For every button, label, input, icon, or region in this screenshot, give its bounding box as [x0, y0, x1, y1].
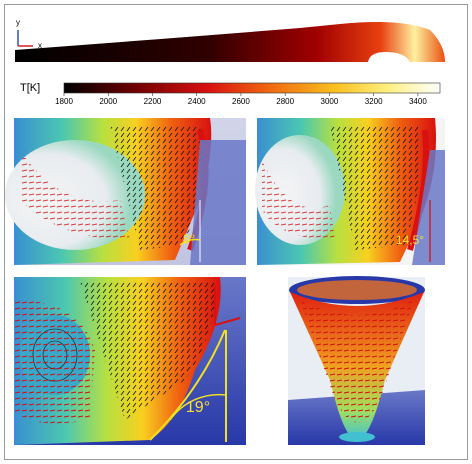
colorbar-tick-label: 2000: [99, 97, 117, 106]
panel-2: 14,5°: [255, 118, 445, 265]
axis-y-label: y: [16, 18, 20, 27]
colorbar-tick-label: 2400: [188, 97, 206, 106]
panel-4: [288, 276, 425, 445]
axis-x-label: x: [38, 41, 42, 50]
colorbar-tick-label: 3000: [321, 97, 339, 106]
colorbar-tick-label: 3200: [365, 97, 383, 106]
colorbar-tick-label: 2600: [232, 97, 250, 106]
colorbar: 1800 2000 2200 2400 2600 2800 3000 3200 3400: [55, 82, 441, 106]
angle-label: 14,5°: [396, 233, 424, 247]
colorbar-tick-label: 2200: [144, 97, 162, 106]
colorbar-tick-label: 2800: [276, 97, 294, 106]
colorbar-tick-label: 3400: [409, 97, 427, 106]
colorbar-gradient: [63, 82, 441, 94]
panel-3: 19°: [14, 277, 246, 445]
angle-label: 8°: [183, 231, 195, 246]
panel-1: 8°: [5, 118, 246, 265]
colorbar-tick-label: 1800: [55, 97, 73, 106]
temperature-profile: [15, 22, 445, 62]
colorbar-label: T[K]: [20, 82, 40, 94]
angle-label: 19°: [186, 399, 210, 416]
